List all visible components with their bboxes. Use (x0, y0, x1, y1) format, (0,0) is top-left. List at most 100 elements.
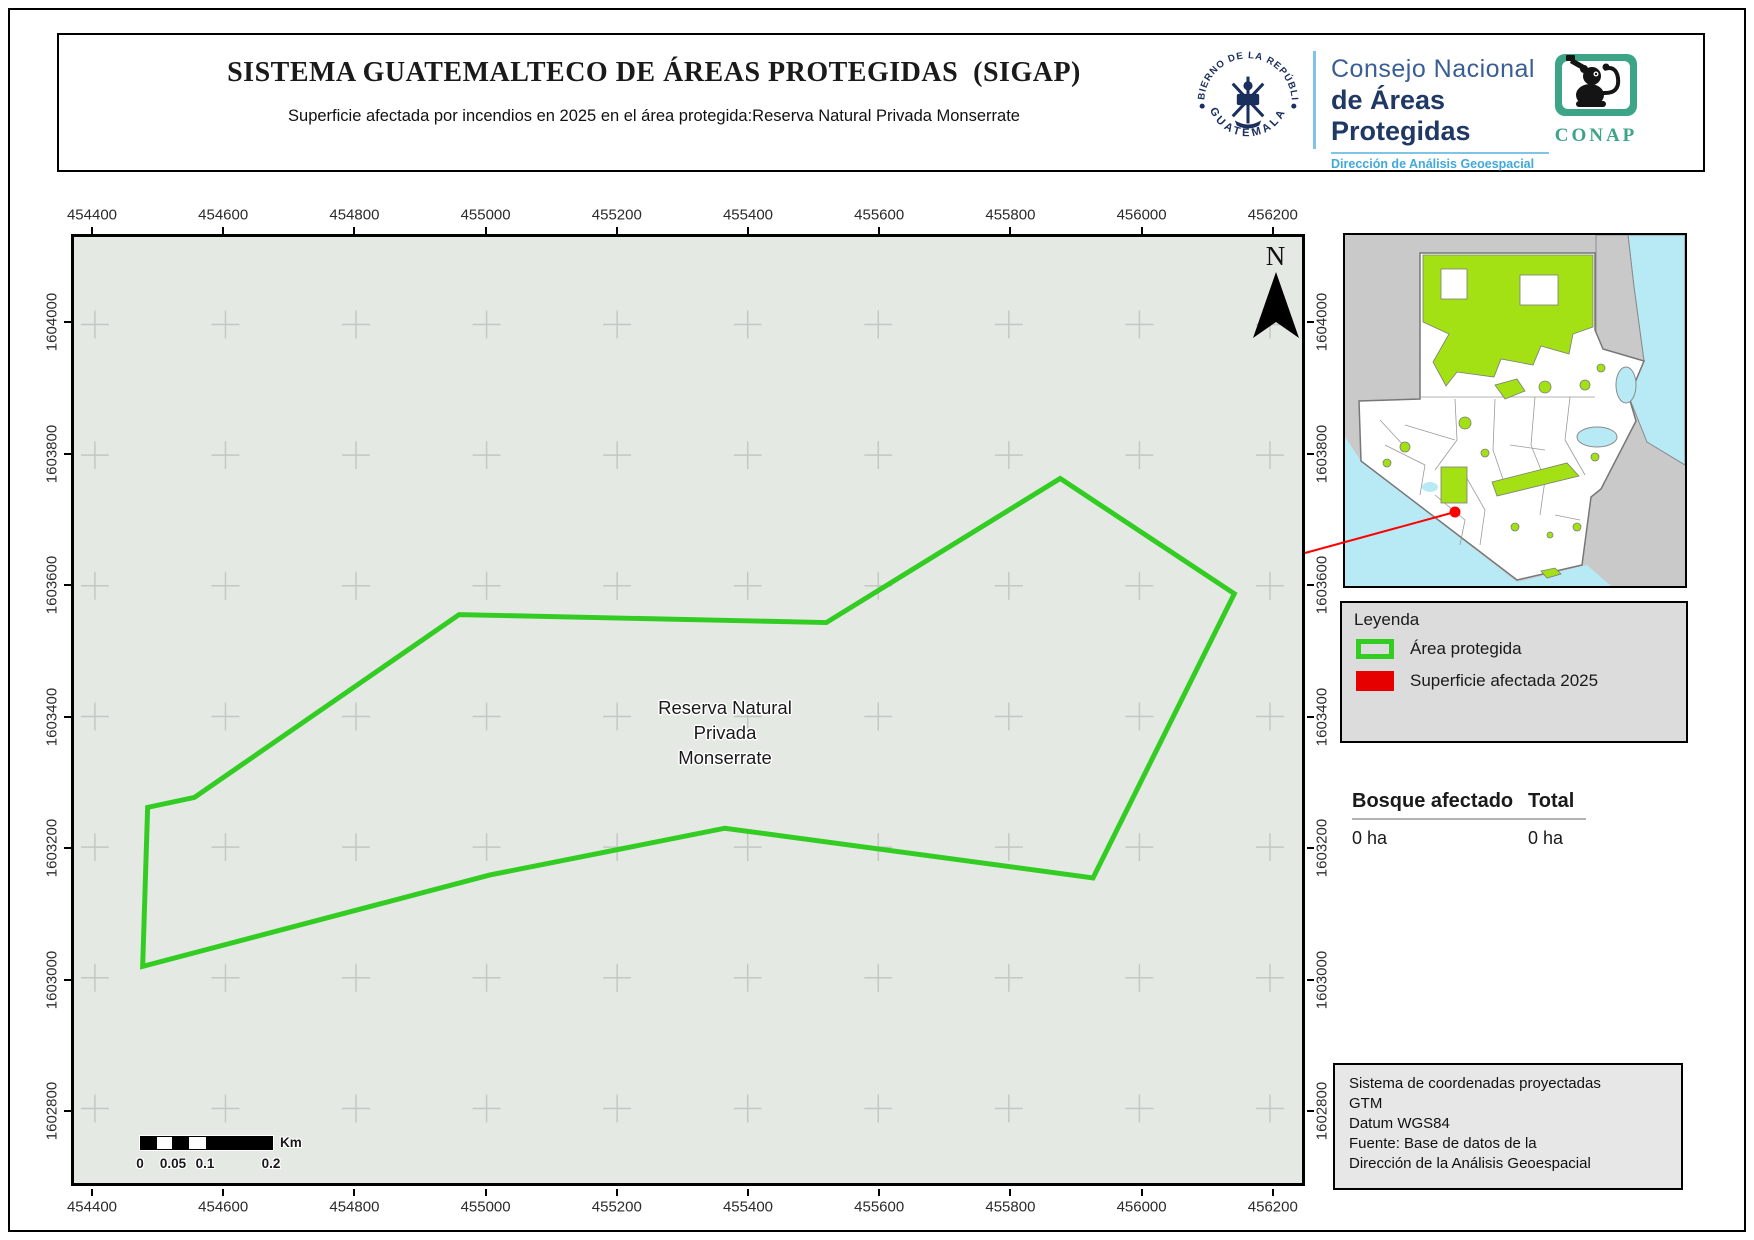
area-label-line3: Monserrate (678, 747, 772, 768)
axis-tick (1307, 452, 1314, 455)
x-axis-label: 455200 (591, 1198, 642, 1216)
conap-line1: Consejo Nacional (1331, 55, 1535, 83)
page-subtitle: Superficie afectada por incendios en 202… (288, 107, 1020, 125)
y-axis-label: 1603400 (1313, 687, 1331, 746)
legend-item-protected-area: Área protegida (1356, 639, 1522, 659)
conap-line3: Dirección de Análisis Geoespacial (1331, 157, 1535, 171)
axis-tick (747, 1189, 749, 1196)
legend-item-affected-area: Superficie afectada 2025 (1356, 671, 1598, 691)
map-canvas (80, 310, 1284, 1123)
axis-tick (1307, 321, 1314, 323)
axis-tick (1307, 584, 1314, 586)
page-title: SISTEMA GUATEMALTECO DE ÁREAS PROTEGIDAS… (227, 57, 1081, 88)
x-axis-label: 454600 (198, 1198, 249, 1216)
title-block: SISTEMA GUATEMALTECO DE ÁREAS PROTEGIDAS… (149, 57, 1159, 126)
main-map: Reserva Natural Privada Monserrate N 0 0.… (71, 234, 1305, 1186)
scale-bar: 0 0.05 0.1 0.2 Km (136, 1135, 360, 1182)
scale-bar-label: 0.2 (261, 1156, 281, 1171)
legend-title: Leyenda (1354, 610, 1420, 629)
x-axis-label: 455200 (591, 206, 642, 224)
x-axis-label: 454400 (66, 206, 118, 224)
affected-area-swatch (1356, 671, 1394, 691)
area-label-line2: Privada (693, 722, 757, 743)
north-arrow: N (1238, 241, 1313, 343)
axis-tick (484, 227, 487, 234)
coordinate-system-info-box: Sistema de coordenadas proyectadas GTM D… (1333, 1063, 1683, 1190)
y-axis-label: 1603000 (1313, 950, 1331, 1009)
axis-tick (1307, 847, 1314, 849)
y-axis-label: 1603400 (43, 687, 61, 746)
axis-tick (1307, 978, 1314, 981)
government-seal-logo: GOBIERNO DE LA REPÚBLICA GUATEMALA (1188, 35, 1304, 155)
y-axis-label: 1603200 (43, 818, 61, 878)
crs-line: Dirección de la Análisis Geoespacial (1349, 1155, 1591, 1172)
y-axis-label: 1603800 (1313, 424, 1331, 483)
protected-area-swatch (1356, 639, 1394, 659)
x-axis-label: 455800 (985, 206, 1036, 224)
stats-col2-value: 0 ha (1528, 828, 1564, 848)
north-label: N (1265, 241, 1286, 271)
axis-tick (91, 1189, 93, 1196)
axis-tick (878, 1189, 881, 1196)
axis-tick (64, 321, 71, 323)
crs-line: Sistema de coordenadas proyectadas (1349, 1075, 1601, 1092)
conap-logo: CONAP (1551, 53, 1641, 147)
x-axis-label: 454800 (329, 206, 380, 224)
axis-tick (64, 1110, 71, 1112)
x-axis-label: 455000 (460, 1198, 511, 1216)
scale-bar-graphic (140, 1136, 273, 1150)
scale-bar-unit: Km (280, 1135, 302, 1150)
x-axis-label: 454800 (329, 1198, 380, 1216)
x-axis-label: 455000 (460, 206, 511, 224)
conap-monkey-icon (1555, 54, 1637, 116)
x-axis-label: 456200 (1247, 1198, 1298, 1216)
y-axis-label: 1602800 (1313, 1081, 1331, 1141)
protected-area-label: Reserva Natural Privada Monserrate (575, 695, 875, 770)
x-axis-label: 455800 (985, 1198, 1036, 1216)
y-axis-label: 1603000 (43, 950, 61, 1009)
conap-rule (1331, 152, 1549, 154)
axis-tick (1140, 1189, 1143, 1196)
axis-tick (353, 1189, 356, 1196)
area-label-line1: Reserva Natural (658, 697, 792, 718)
x-axis-label: 454600 (198, 206, 249, 224)
axis-tick (615, 1189, 618, 1196)
crs-line: Fuente: Base de datos de la (1349, 1135, 1537, 1152)
conap-wordmark: Consejo Nacional de Áreas Protegidas Dir… (1331, 55, 1561, 171)
y-axis-label: 1604000 (43, 292, 61, 352)
scale-bar-label: 0.1 (195, 1156, 215, 1171)
axis-tick (64, 452, 71, 455)
stats-col1-header: Bosque afectado (1352, 790, 1514, 812)
crs-line: GTM (1349, 1095, 1383, 1112)
x-axis-label: 455400 (722, 206, 774, 224)
y-axis-label: 1604000 (1313, 292, 1331, 352)
x-axis-label: 455600 (854, 206, 905, 224)
title-box: SISTEMA GUATEMALTECO DE ÁREAS PROTEGIDAS… (57, 33, 1705, 172)
x-axis-label: 456000 (1116, 206, 1167, 224)
axis-tick (1307, 1110, 1314, 1112)
header-divider (1313, 51, 1316, 149)
axis-tick (64, 978, 71, 981)
axis-tick (1009, 227, 1012, 234)
axis-tick (484, 1189, 487, 1196)
affected-forest-stats: Bosque afectado Total 0 ha 0 ha (1352, 790, 1602, 849)
legend-box: Leyenda Área protegida Superficie afecta… (1340, 601, 1688, 743)
stats-col1-value: 0 ha (1352, 828, 1388, 848)
x-axis-label: 455600 (854, 1198, 905, 1216)
locator-dot (1449, 506, 1461, 518)
axis-tick (353, 227, 356, 234)
scale-bar-label: 0.05 (159, 1156, 187, 1171)
government-seal-icon: GOBIERNO DE LA REPÚBLICA GUATEMALA (1188, 35, 1303, 154)
axis-tick (64, 715, 71, 718)
axis-tick (747, 227, 749, 234)
protected-area-polygon (140, 475, 1238, 970)
axis-tick (1140, 227, 1143, 234)
stats-col2-header: Total (1528, 790, 1575, 812)
legend-item-label: Área protegida (1410, 639, 1522, 658)
x-axis-label: 455400 (722, 1198, 774, 1216)
axis-tick (1009, 1189, 1012, 1196)
axis-tick (615, 227, 618, 234)
axis-tick (222, 1189, 225, 1196)
axis-tick (1307, 715, 1314, 718)
crs-line: Datum WGS84 (1349, 1115, 1450, 1132)
